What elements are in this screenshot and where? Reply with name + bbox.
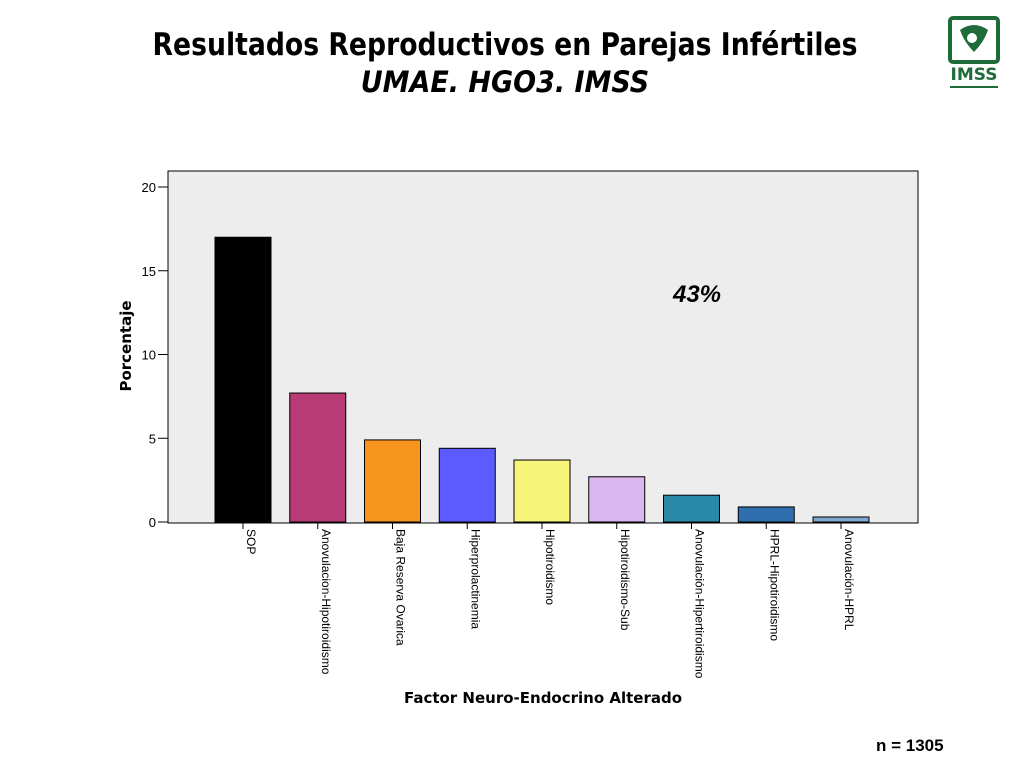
x-tick-label: Baja Reserva Ovarica [394, 529, 408, 646]
y-axis: 0 5 10 15 20 [142, 180, 168, 530]
y-tick-label: 15 [142, 264, 156, 279]
y-tick-label: 0 [149, 515, 156, 530]
page-subtitle: UMAE. HGO3. IMSS [360, 65, 650, 99]
title-block: Resultados Reproductivos en Parejas Infé… [40, 26, 970, 100]
sample-size-note: n = 1305 [876, 736, 944, 755]
bar-3 [364, 439, 421, 523]
x-tick-label: Anovulacion-Hipotiroidismo [319, 529, 333, 675]
imss-logo: IMSS [948, 16, 1000, 88]
y-tick-label: 10 [142, 348, 156, 363]
logo-underline [950, 86, 998, 88]
x-tick-label: Anovulación-Hipertiroidismo [693, 529, 707, 679]
y-axis-label: Porcentaje [117, 300, 135, 391]
x-tick-label: Hipotiroidismo-Sub [618, 529, 632, 631]
bar-8 [737, 506, 795, 523]
bar-6 [588, 476, 646, 523]
x-tick-label: Anovulación-HPRL [842, 529, 856, 631]
x-tick-label: Hiperprolactinemia [468, 529, 482, 629]
logo-child-icon [967, 33, 977, 43]
y-tick-label: 5 [149, 431, 156, 446]
bar-4 [438, 447, 496, 523]
bar-5 [513, 459, 571, 523]
x-tick-label: HPRL-Hipotiroidismo [767, 529, 781, 641]
x-tick-label: SOP [244, 529, 258, 554]
bars [214, 236, 870, 523]
y-tick-label: 20 [142, 180, 156, 195]
percentage-annotation: 43% [672, 281, 721, 308]
x-tick-label: Hipotiroidismo [543, 529, 557, 605]
bar-1 [214, 236, 272, 523]
bar-7 [663, 494, 720, 523]
bar-2 [289, 392, 347, 523]
page-title: Resultados Reproductivos en Parejas Infé… [152, 27, 858, 63]
bar-9 [812, 516, 870, 523]
x-axis: SOP Anovulacion-Hipotiroidismo Baja Reserv… [242, 523, 856, 679]
logo-frame [948, 16, 1000, 64]
x-axis-label: Factor Neuro-Endocrino Alterado [404, 689, 682, 707]
logo-text: IMSS [951, 65, 998, 85]
